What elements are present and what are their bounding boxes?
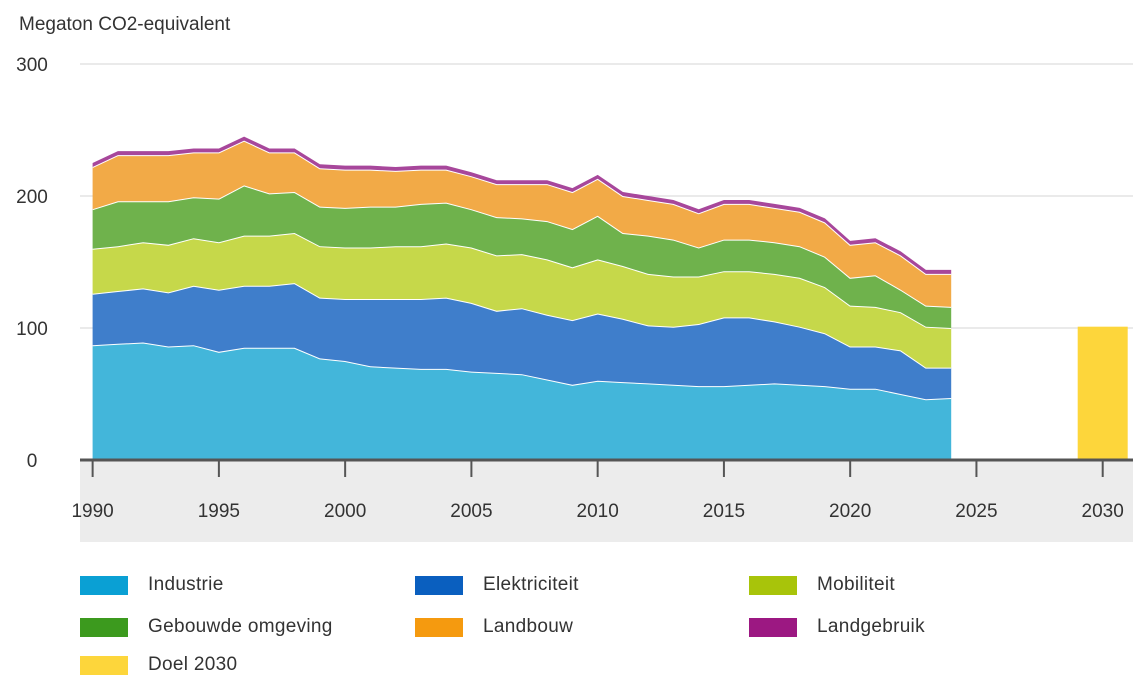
area-industrie — [92, 342, 952, 460]
area-elektriciteit — [92, 283, 952, 400]
legend-item-landgebruik[interactable]: Landgebruik — [749, 615, 925, 639]
legend-label-elektriciteit: Elektriciteit — [483, 574, 579, 595]
x-tick-label-2020: 2020 — [829, 501, 871, 522]
target-bar-doel-2030 — [1077, 326, 1128, 460]
x-tick-label-2000: 2000 — [324, 501, 366, 522]
x-axis-band — [80, 460, 1133, 542]
area-landbouw — [92, 140, 952, 307]
area-mobiliteit — [92, 233, 952, 368]
y-tick-labels: 0 100 200 300 — [16, 55, 48, 472]
area-series — [92, 136, 952, 460]
y-tick-label-200: 200 — [16, 187, 48, 208]
legend-swatch-doel-2030 — [80, 655, 128, 675]
area-gebouwde-omgeving — [92, 185, 952, 328]
area-landgebruik — [92, 136, 952, 274]
legend-label-landgebruik: Landgebruik — [817, 616, 925, 637]
legend-label-doel-2030: Doel 2030 — [148, 654, 238, 675]
x-tick-label-2025: 2025 — [955, 501, 997, 522]
legend-label-landbouw: Landbouw — [483, 616, 574, 637]
y-tick-label-300: 300 — [16, 55, 48, 76]
x-tick-label-2015: 2015 — [703, 501, 745, 522]
legend-label-gebouwde-omgeving: Gebouwde omgeving — [148, 616, 333, 637]
legend-swatch-landgebruik — [749, 617, 797, 637]
x-tick-label-2030: 2030 — [1082, 501, 1124, 522]
target-bar-group — [1077, 326, 1128, 460]
legend-item-elektriciteit[interactable]: Elektriciteit — [415, 573, 579, 597]
legend-item-doel-2030[interactable]: Doel 2030 — [80, 653, 237, 677]
y-tick-label-0: 0 — [27, 451, 38, 472]
legend-swatch-industrie — [80, 575, 128, 595]
y-tick-label-100: 100 — [16, 319, 48, 340]
legend-item-gebouwde-omgeving[interactable]: Gebouwde omgeving — [80, 615, 333, 639]
x-tick-label-1995: 1995 — [198, 501, 240, 522]
x-tick-label-2010: 2010 — [577, 501, 619, 522]
x-tick-label-1990: 1990 — [71, 501, 113, 522]
legend-label-mobiliteit: Mobiliteit — [817, 574, 895, 595]
y-axis-title: Megaton CO2-equivalent — [19, 14, 231, 35]
legend-swatch-elektriciteit — [415, 575, 463, 595]
legend-swatch-gebouwde-omgeving — [80, 617, 128, 637]
x-tick-label-2005: 2005 — [450, 501, 492, 522]
legend-item-mobiliteit[interactable]: Mobiliteit — [749, 573, 895, 597]
x-tick-labels: 1990 1995 2000 2005 2010 2015 2020 2025 2030 — [71, 460, 1124, 522]
legend-swatch-mobiliteit — [749, 575, 797, 595]
legend-label-industrie: Industrie — [148, 574, 224, 595]
legend-swatch-landbouw — [415, 617, 463, 637]
legend-item-landbouw[interactable]: Landbouw — [415, 615, 573, 639]
legend-item-industrie[interactable]: Industrie — [80, 573, 224, 597]
